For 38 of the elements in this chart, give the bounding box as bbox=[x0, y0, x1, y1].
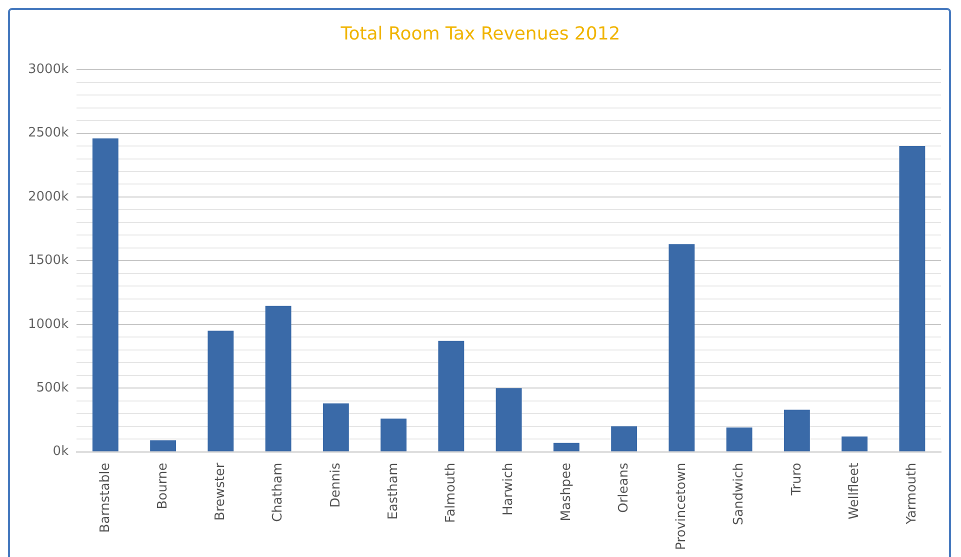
bar bbox=[784, 410, 810, 452]
x-tick-label: Harwich bbox=[501, 462, 516, 516]
bar bbox=[208, 330, 234, 452]
x-tick-label: Wellfleet bbox=[846, 462, 862, 520]
x-tick-label: Yarmouth bbox=[904, 462, 920, 526]
y-tick-label: 1000k bbox=[28, 316, 70, 332]
y-tick-label: 0k bbox=[52, 444, 70, 460]
x-tick-label: Mashpee bbox=[558, 462, 574, 522]
bar bbox=[496, 388, 522, 452]
bar bbox=[265, 306, 292, 452]
x-tick-label: Falmouth bbox=[444, 462, 459, 523]
bar bbox=[380, 418, 407, 452]
y-tick-label: 1500k bbox=[28, 253, 70, 268]
bar bbox=[553, 442, 580, 452]
bar bbox=[438, 340, 464, 452]
x-tick-label: Chatham bbox=[270, 462, 286, 522]
bar bbox=[322, 403, 349, 452]
bar bbox=[611, 426, 638, 452]
x-tick-label: Dennis bbox=[328, 462, 344, 508]
x-tick-label: Orleans bbox=[616, 462, 632, 513]
x-tick-label: Provincetown bbox=[674, 462, 690, 550]
bar bbox=[668, 244, 695, 452]
chart-title: Total Room Tax Revenues 2012 bbox=[340, 23, 620, 44]
bar bbox=[726, 428, 752, 452]
y-tick-label: 2000k bbox=[28, 189, 70, 204]
y-tick-label: 3000k bbox=[28, 62, 70, 77]
y-tick-label: 2500k bbox=[28, 126, 70, 141]
x-tick-label: Bourne bbox=[155, 462, 170, 510]
bar bbox=[842, 436, 868, 452]
bar bbox=[150, 440, 176, 452]
x-tick-label: Brewster bbox=[213, 462, 228, 521]
x-tick-label: Sandwich bbox=[732, 462, 747, 526]
x-tick-label: Truro bbox=[789, 462, 804, 496]
bar bbox=[92, 138, 118, 452]
y-tick-label: 500k bbox=[36, 380, 70, 396]
bar bbox=[899, 146, 926, 452]
x-tick-label: Barnstable bbox=[98, 462, 113, 533]
x-tick-label: Eastham bbox=[386, 462, 401, 520]
